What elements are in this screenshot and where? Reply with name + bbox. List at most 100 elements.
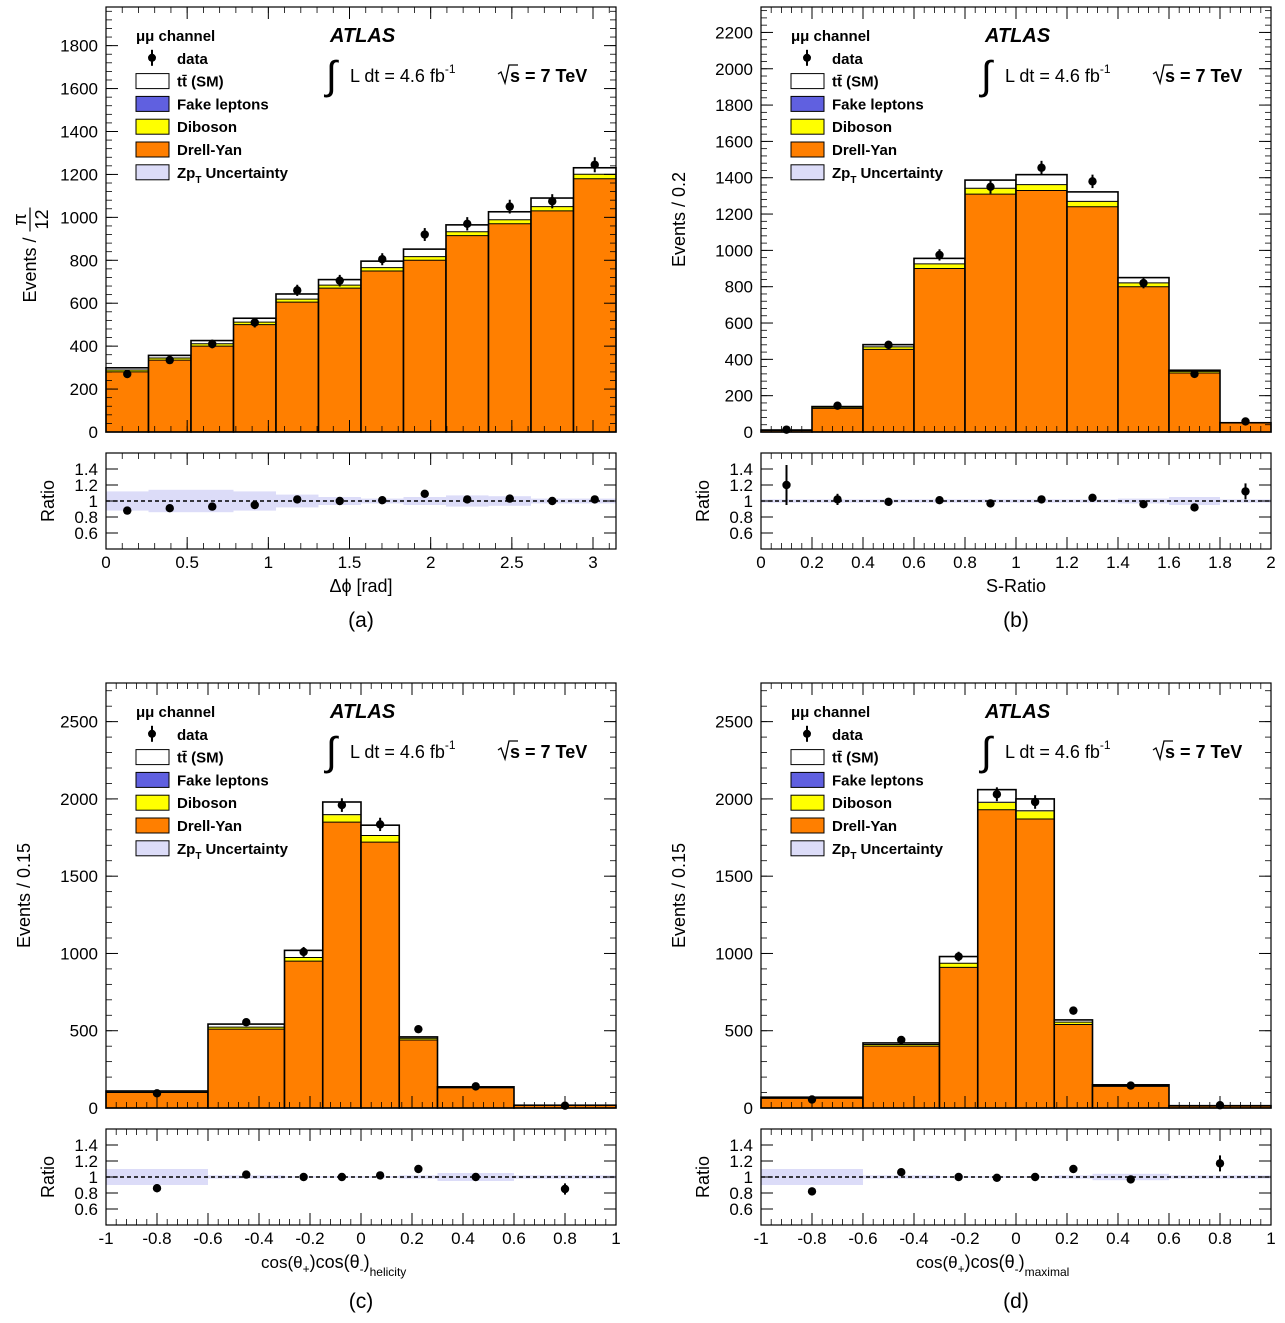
bar-drell-yan bbox=[812, 408, 863, 432]
ratio-point bbox=[420, 489, 429, 498]
y-tick-label: 800 bbox=[70, 251, 98, 270]
bar-drell-yan bbox=[284, 961, 323, 1108]
luminosity-exponent: -1 bbox=[445, 62, 456, 76]
data-point bbox=[293, 286, 302, 295]
bar-drell-yan bbox=[977, 809, 1016, 1108]
legend-label: μμ channel bbox=[136, 704, 215, 721]
ratio-point bbox=[1215, 1159, 1225, 1168]
y-tick-label: 0 bbox=[89, 423, 98, 442]
legend-swatch bbox=[790, 73, 825, 90]
bar-drell-yan bbox=[106, 371, 149, 432]
sqrt-symbol bbox=[1152, 64, 1173, 86]
legend-label: Drell-Yan bbox=[177, 818, 242, 835]
x-tick-label: 1.8 bbox=[1208, 553, 1232, 572]
x-tick-label: 1 bbox=[611, 1229, 620, 1248]
ratio-y-tick-label: 1.2 bbox=[729, 1152, 753, 1171]
atlas-label: ATLAS bbox=[329, 701, 396, 723]
data-point bbox=[1139, 278, 1148, 288]
bar-diboson bbox=[284, 957, 323, 962]
bar-ttbar bbox=[914, 258, 965, 264]
legend-label: Drell-Yan bbox=[832, 142, 897, 159]
bar-diboson bbox=[361, 267, 404, 272]
ratio-y-tick-label: 0.8 bbox=[729, 508, 753, 527]
x-tick-label: 0.8 bbox=[553, 1229, 577, 1248]
bar-drell-yan bbox=[322, 822, 361, 1108]
energy-label: s = 7 TeV bbox=[510, 742, 587, 762]
data-point bbox=[590, 160, 599, 169]
bar-diboson bbox=[1054, 1022, 1093, 1025]
data-point bbox=[420, 230, 429, 239]
bar-drell-yan bbox=[318, 288, 361, 432]
legend-swatch bbox=[135, 794, 170, 811]
ratio-y-tick-label: 1 bbox=[89, 492, 98, 511]
ratio-point bbox=[1241, 487, 1250, 496]
data-point bbox=[1241, 417, 1250, 426]
data-point bbox=[208, 339, 217, 349]
ratio-y-tick-label: 1.2 bbox=[74, 1152, 98, 1171]
ratio-y-axis-title: Ratio bbox=[693, 480, 713, 522]
ratio-uncertainty-band bbox=[1169, 497, 1220, 505]
ratio-point bbox=[1190, 503, 1199, 512]
ratio-y-tick-label: 1.2 bbox=[74, 476, 98, 495]
data-point bbox=[1126, 1081, 1135, 1090]
luminosity-exponent: -1 bbox=[1100, 62, 1111, 76]
y-axis-title-text: Events / bbox=[20, 238, 40, 303]
data-point bbox=[152, 1089, 162, 1098]
ratio-y-tick-label: 0.8 bbox=[74, 508, 98, 527]
chart-panel-a: 0 200 400 600 800 1000 1200 1400 1600 1800 Events … bbox=[10, 6, 617, 632]
x-tick-label: 0.4 bbox=[451, 1229, 475, 1248]
bar-diboson bbox=[361, 836, 400, 843]
bar-drell-yan bbox=[863, 1046, 940, 1108]
sqrt-symbol bbox=[497, 740, 518, 762]
y-axis: 0 200 400 600 800 1000 1200 1400 1600 1800 bbox=[60, 10, 616, 442]
x-tick-label: -0.6 bbox=[193, 1229, 222, 1248]
data-point bbox=[123, 369, 132, 379]
bar-ttbar bbox=[1054, 1019, 1093, 1023]
ratio-uncertainty-band bbox=[1054, 1175, 1093, 1179]
bar-drell-yan bbox=[399, 1040, 438, 1108]
y-tick-label: 2200 bbox=[715, 23, 753, 42]
ratio-point bbox=[833, 495, 842, 504]
bar-drell-yan bbox=[361, 842, 400, 1108]
ratio-point bbox=[807, 1187, 817, 1196]
legend-swatch bbox=[790, 164, 825, 181]
energy-label: s = 7 TeV bbox=[1165, 66, 1242, 86]
bar-ttbar bbox=[106, 367, 149, 370]
bar-diboson bbox=[531, 206, 574, 211]
ratio-point bbox=[1126, 1175, 1135, 1184]
ratio-point bbox=[471, 1172, 480, 1182]
legend-label: μμ channel bbox=[136, 28, 215, 45]
luminosity-label: L dt = 4.6 fb-1 bbox=[350, 62, 456, 86]
x-axis: 0 0.2 0.4 0.6 0.8 1 1.2 1.4 1.6 1.8 2 bbox=[756, 7, 1276, 572]
legend-label: data bbox=[832, 51, 864, 68]
ratio-y-tick-label: 1.4 bbox=[74, 460, 98, 479]
bar-drell-yan bbox=[939, 967, 978, 1108]
x-tick-label: 1.5 bbox=[338, 553, 362, 572]
ratio-point bbox=[954, 1172, 963, 1182]
data-point bbox=[986, 182, 995, 192]
legend-label: ZpT Uncertainty bbox=[177, 165, 289, 186]
bar-drell-yan bbox=[488, 223, 531, 432]
data-point bbox=[897, 1035, 906, 1045]
x-tick-label: 2.5 bbox=[500, 553, 524, 572]
x-axis-title-part: )cos(θ bbox=[310, 1252, 360, 1272]
ratio-point bbox=[505, 494, 514, 503]
x-axis-title-part: cos(θ bbox=[261, 1253, 303, 1272]
x-axis-title-part: - bbox=[1015, 1262, 1019, 1276]
x-axis-title: cos(θ+)cos(θ-)helicity bbox=[261, 1252, 406, 1279]
bar-diboson bbox=[977, 802, 1016, 810]
x-axis-title-part: helicity bbox=[370, 1265, 407, 1279]
ratio-plot: 0.60.811.21.4 Ratio bbox=[693, 1128, 1272, 1226]
data-point bbox=[935, 250, 944, 260]
legend-label: Fake leptons bbox=[832, 772, 924, 789]
x-tick-label: 3 bbox=[588, 553, 597, 572]
bar-ttbar bbox=[403, 249, 446, 257]
panel-caption: (b) bbox=[1003, 609, 1029, 632]
panel-caption: (c) bbox=[349, 1290, 374, 1313]
legend-label: Drell-Yan bbox=[177, 142, 242, 159]
legend-swatch bbox=[135, 771, 170, 788]
legend-swatch bbox=[790, 95, 825, 112]
legend-swatch bbox=[135, 817, 170, 834]
legend-label: ZpT Uncertainty bbox=[177, 841, 289, 862]
bar-drell-yan bbox=[863, 349, 914, 432]
